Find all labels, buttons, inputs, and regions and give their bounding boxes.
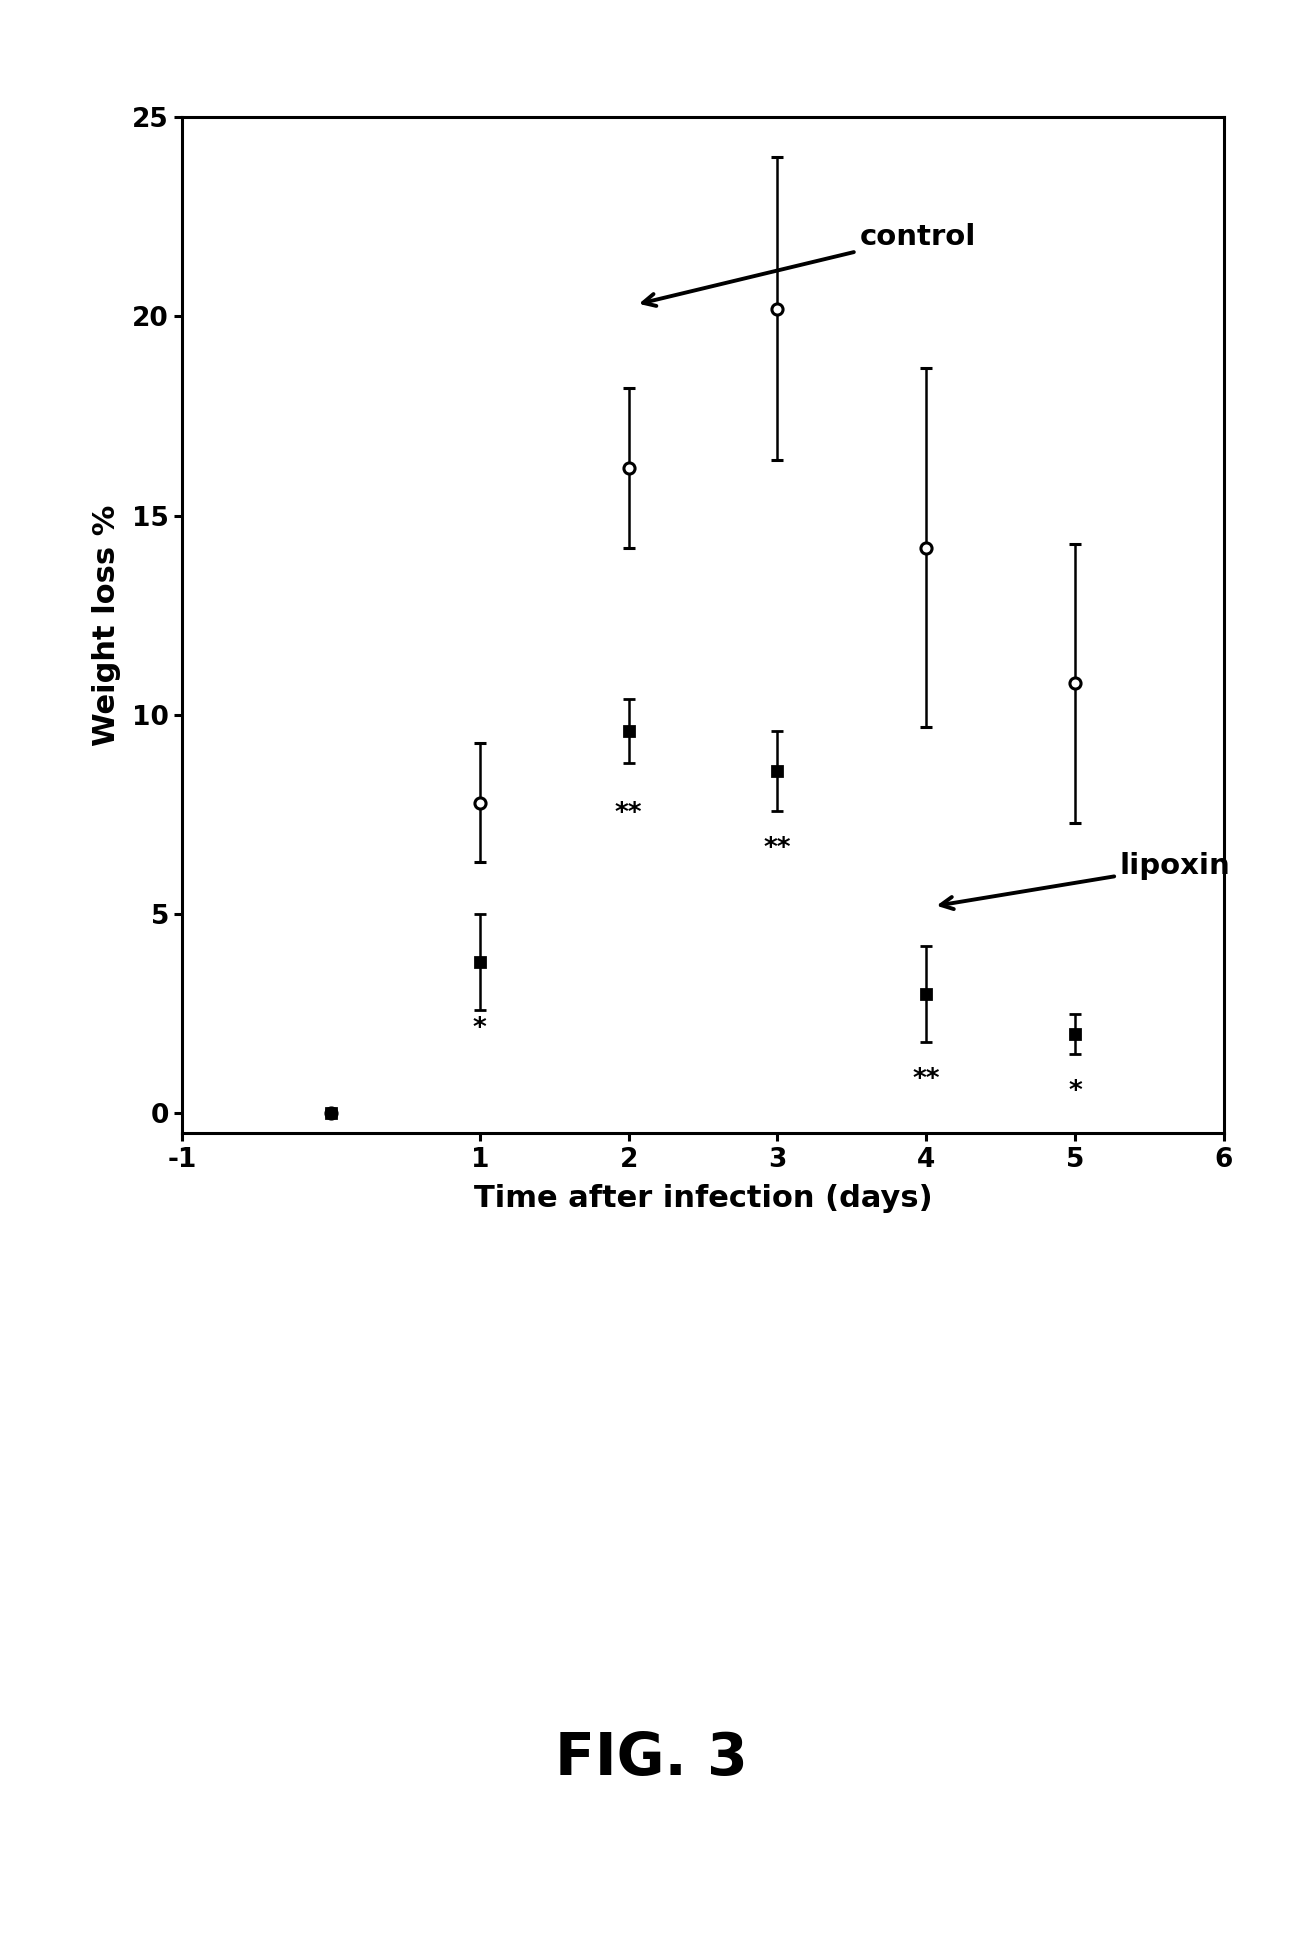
X-axis label: Time after infection (days): Time after infection (days) [474, 1184, 932, 1213]
Y-axis label: Weight loss %: Weight loss % [92, 504, 121, 746]
Text: **: ** [913, 1067, 940, 1094]
Text: **: ** [764, 836, 792, 862]
Text: FIG. 3: FIG. 3 [555, 1729, 747, 1788]
Text: control: control [643, 223, 975, 307]
Text: *: * [473, 1016, 487, 1041]
Text: *: * [1068, 1079, 1082, 1106]
Text: lipoxin: lipoxin [941, 852, 1230, 909]
Text: **: ** [615, 801, 642, 827]
